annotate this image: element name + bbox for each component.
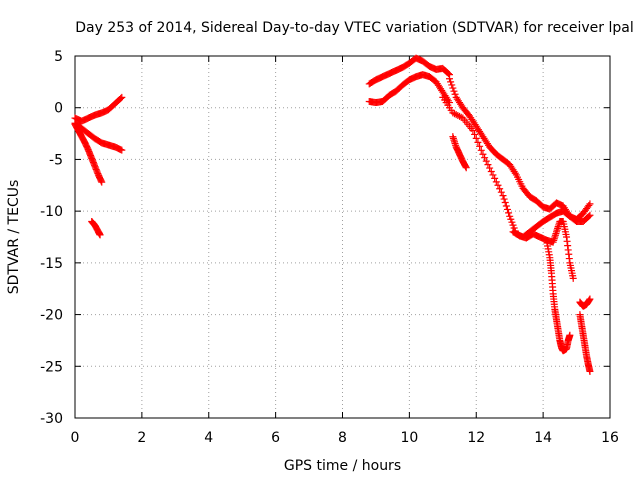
x-tick-label: 10 (400, 430, 418, 446)
data-point (444, 70, 452, 78)
series-track-m (576, 311, 594, 375)
chart-title: Day 253 of 2014, Sidereal Day-to-day VTE… (75, 20, 633, 36)
data-point (448, 81, 456, 89)
data-point (496, 185, 504, 193)
data-point (451, 110, 459, 118)
x-tick-label: 2 (137, 430, 146, 446)
data-point (447, 78, 455, 86)
data-point (451, 90, 459, 98)
data-point (479, 150, 487, 158)
data-point (489, 171, 497, 179)
x-tick-label: 0 (71, 430, 80, 446)
data-point (469, 126, 477, 134)
data-point (477, 146, 485, 154)
series-track-f (365, 71, 453, 107)
x-tick-label: 16 (601, 430, 619, 446)
series-track-k (542, 236, 574, 355)
data-point (456, 112, 464, 120)
data-point (449, 84, 457, 92)
data-point (585, 201, 593, 209)
data-point (449, 109, 457, 117)
data-point (586, 200, 594, 208)
x-tick-label: 6 (271, 430, 280, 446)
data-point (96, 231, 104, 239)
axis-ticks: 0 2 4 6 8 10 12 14 16 5 0 -5 -10 -15 -20 -25 -30 (40, 49, 619, 446)
series-track-g (449, 133, 470, 172)
series-track-h (446, 75, 594, 223)
data-point (446, 75, 453, 83)
data-point (494, 181, 502, 189)
y-tick-label: -5 (49, 152, 63, 168)
data-point (491, 174, 499, 182)
data-point (511, 169, 519, 177)
data-point (503, 205, 511, 213)
data-point (484, 161, 492, 169)
data-point (497, 188, 505, 196)
series-track-j (509, 217, 577, 282)
data-point (487, 167, 495, 175)
data-point (476, 142, 484, 150)
data-point (454, 111, 462, 119)
data-point (118, 93, 126, 101)
x-tick-label: 4 (204, 430, 213, 446)
data-point (474, 138, 482, 146)
series-track-l (576, 295, 594, 310)
x-tick-label: 8 (338, 430, 347, 446)
data-markers (71, 54, 594, 375)
data-point (505, 209, 513, 217)
series-track-d (88, 217, 104, 239)
data-point (462, 164, 470, 172)
data-point (586, 295, 594, 303)
data-point (569, 274, 577, 282)
x-tick-label: 12 (467, 430, 485, 446)
y-tick-label: -30 (40, 411, 63, 427)
data-point (472, 134, 480, 142)
x-tick-label: 14 (534, 430, 552, 446)
x-axis-title: GPS time / hours (284, 458, 401, 474)
y-tick-label: 5 (54, 49, 63, 65)
data-point (486, 164, 494, 172)
data-point (502, 202, 510, 210)
data-point (586, 211, 594, 219)
data-point (585, 212, 593, 220)
data-point (98, 178, 106, 186)
data-point (586, 367, 594, 375)
data-point (499, 192, 507, 200)
series-track-e (365, 54, 453, 88)
y-tick-label: -20 (40, 308, 63, 324)
data-point (566, 331, 574, 339)
data-point (471, 130, 479, 138)
data-point (117, 94, 125, 102)
y-tick-label: -10 (40, 204, 63, 220)
y-tick-label: 0 (54, 101, 63, 117)
data-point (500, 195, 508, 203)
series-track-c (71, 120, 106, 186)
y-axis-title: SDTVAR / TECUs (6, 180, 22, 295)
data-point (452, 111, 460, 119)
data-point (482, 157, 490, 165)
y-tick-label: -25 (40, 359, 63, 375)
data-point (450, 87, 458, 95)
data-point (501, 199, 509, 207)
data-point (481, 154, 489, 162)
series-track-i (439, 93, 594, 241)
data-point (492, 178, 500, 186)
y-tick-label: -15 (40, 256, 63, 272)
series-track-a (71, 93, 126, 125)
data-point (118, 146, 126, 154)
